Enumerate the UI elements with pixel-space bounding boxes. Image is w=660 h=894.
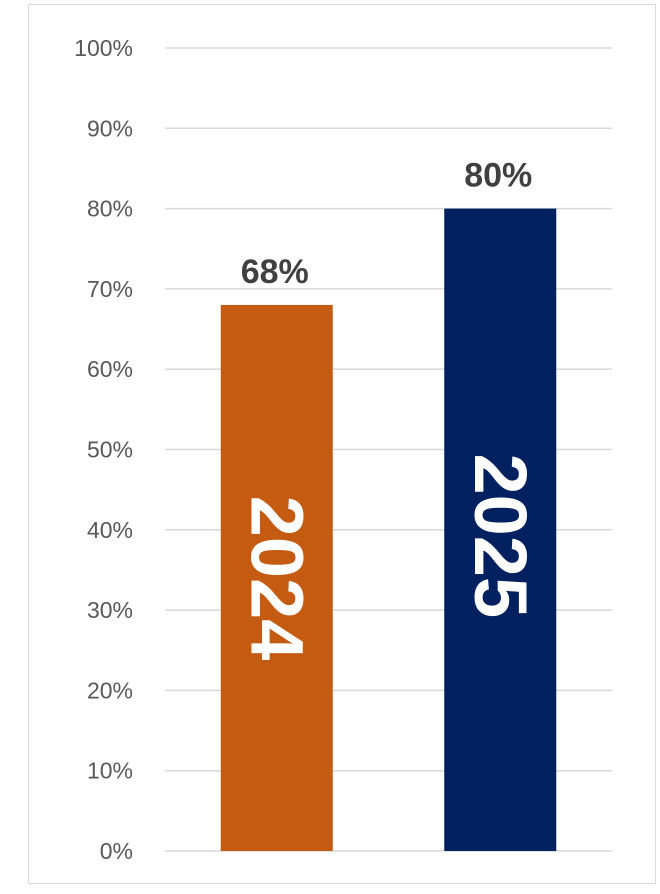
data-label-2025: 80% [464, 157, 532, 195]
category-label-2024: 2024 [235, 496, 318, 661]
y-tick-label: 0% [100, 838, 133, 864]
y-tick-label: 90% [87, 115, 133, 141]
data-label-2024: 68% [241, 253, 309, 291]
y-tick-label: 20% [87, 677, 133, 703]
bar-2024 [220, 304, 333, 852]
y-tick-label: 80% [87, 196, 133, 222]
bars: 2024 2025 [220, 208, 557, 852]
y-tick-label: 70% [87, 276, 133, 302]
y-tick-label: 60% [87, 356, 133, 382]
y-axis-tick-labels: 0% 10% 20% 30% 40% 50% 60% 70% 80% 90% 100% [74, 35, 133, 864]
data-labels: 68% 80% [241, 157, 533, 291]
y-tick-label: 40% [87, 517, 133, 543]
bar-2025 [444, 208, 557, 852]
y-tick-label: 50% [87, 437, 133, 463]
category-label-2025: 2025 [459, 453, 542, 618]
y-tick-label: 100% [74, 35, 133, 61]
y-tick-label: 10% [87, 758, 133, 784]
y-tick-label: 30% [87, 597, 133, 623]
